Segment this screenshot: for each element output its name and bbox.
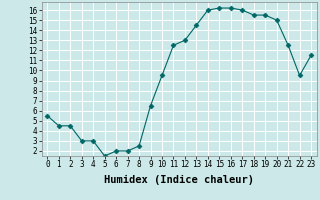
X-axis label: Humidex (Indice chaleur): Humidex (Indice chaleur): [104, 175, 254, 185]
